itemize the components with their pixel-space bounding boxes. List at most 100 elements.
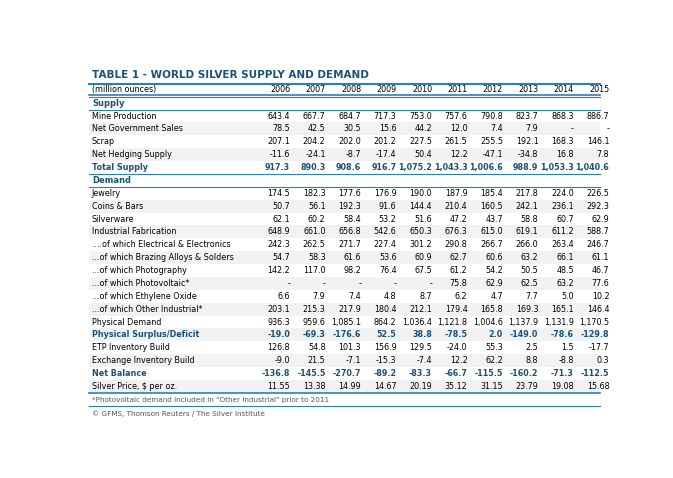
Text: 31.15: 31.15 — [481, 382, 503, 391]
Text: -: - — [429, 279, 432, 288]
Text: -11.6: -11.6 — [270, 150, 290, 159]
Text: 212.1: 212.1 — [409, 304, 432, 314]
Text: 1,053.3: 1,053.3 — [540, 163, 574, 172]
Text: ...of which Photography: ...of which Photography — [92, 266, 187, 275]
Text: ...of which Other Industrial*: ...of which Other Industrial* — [92, 304, 203, 314]
Text: Supply: Supply — [92, 98, 125, 108]
Text: -136.8: -136.8 — [262, 369, 290, 378]
Text: 50.5: 50.5 — [521, 266, 538, 275]
Text: 62.9: 62.9 — [485, 279, 503, 288]
Text: 66.1: 66.1 — [557, 253, 574, 262]
Text: 1,036.4: 1,036.4 — [402, 317, 432, 326]
Text: (million ounces): (million ounces) — [92, 85, 156, 94]
Text: 757.6: 757.6 — [445, 111, 468, 120]
Text: 62.5: 62.5 — [521, 279, 538, 288]
Text: 53.2: 53.2 — [379, 215, 396, 224]
Text: 1,004.6: 1,004.6 — [473, 317, 503, 326]
Text: 142.2: 142.2 — [267, 266, 290, 275]
Text: -17.4: -17.4 — [376, 150, 396, 159]
Text: 292.3: 292.3 — [586, 202, 609, 211]
Text: 78.5: 78.5 — [273, 124, 290, 133]
Text: 242.1: 242.1 — [516, 202, 538, 211]
Text: Industrial Fabrication: Industrial Fabrication — [92, 228, 176, 237]
Text: 8.8: 8.8 — [526, 356, 538, 365]
Text: Mine Production: Mine Production — [92, 111, 156, 120]
Text: Coins & Bars: Coins & Bars — [92, 202, 143, 211]
Text: 160.5: 160.5 — [481, 202, 503, 211]
Text: 61.6: 61.6 — [344, 253, 361, 262]
Text: 615.0: 615.0 — [481, 228, 503, 237]
Text: ....of which Electrical & Electronics: ....of which Electrical & Electronics — [92, 240, 231, 250]
Text: 30.5: 30.5 — [343, 124, 361, 133]
Text: 15.68: 15.68 — [587, 382, 609, 391]
Text: 7.7: 7.7 — [526, 292, 538, 301]
Text: 12.0: 12.0 — [450, 124, 468, 133]
Text: 54.7: 54.7 — [273, 253, 290, 262]
Text: -145.5: -145.5 — [297, 369, 326, 378]
Text: -47.1: -47.1 — [483, 150, 503, 159]
Text: 51.6: 51.6 — [415, 215, 432, 224]
Text: Net Balance: Net Balance — [92, 369, 147, 378]
Text: -7.4: -7.4 — [417, 356, 432, 365]
Text: -69.3: -69.3 — [303, 330, 326, 339]
Text: -7.1: -7.1 — [345, 356, 361, 365]
Text: 262.5: 262.5 — [303, 240, 326, 250]
Text: 2.0: 2.0 — [489, 330, 503, 339]
Text: -8.7: -8.7 — [345, 150, 361, 159]
Text: 676.3: 676.3 — [445, 228, 468, 237]
Text: 62.1: 62.1 — [273, 215, 290, 224]
Text: ...of which Photovoltaic*: ...of which Photovoltaic* — [92, 279, 189, 288]
Text: 917.3: 917.3 — [265, 163, 290, 172]
Text: 62.2: 62.2 — [485, 356, 503, 365]
Text: 177.6: 177.6 — [339, 189, 361, 198]
Text: 50.7: 50.7 — [273, 202, 290, 211]
Text: 611.2: 611.2 — [551, 228, 574, 237]
Text: 1,131.9: 1,131.9 — [544, 317, 574, 326]
Text: 1,085.1: 1,085.1 — [331, 317, 361, 326]
Text: 58.4: 58.4 — [343, 215, 361, 224]
Text: *Photovoltaic demand included in "Other Industrial" prior to 2011: *Photovoltaic demand included in "Other … — [92, 397, 329, 402]
Text: 60.6: 60.6 — [485, 253, 503, 262]
Text: 21.5: 21.5 — [308, 356, 326, 365]
Text: 10.2: 10.2 — [592, 292, 609, 301]
Text: 266.7: 266.7 — [481, 240, 503, 250]
Text: 63.2: 63.2 — [557, 279, 574, 288]
Text: 16.8: 16.8 — [557, 150, 574, 159]
Text: 246.7: 246.7 — [587, 240, 609, 250]
Text: 53.6: 53.6 — [379, 253, 396, 262]
Bar — [90, 122, 600, 135]
Text: Silverware: Silverware — [92, 215, 135, 224]
Text: 2010: 2010 — [412, 85, 432, 94]
Text: 91.6: 91.6 — [379, 202, 396, 211]
Text: 2014: 2014 — [554, 85, 574, 94]
Text: 890.3: 890.3 — [300, 163, 326, 172]
Text: 864.2: 864.2 — [374, 317, 396, 326]
Text: 101.3: 101.3 — [339, 343, 361, 352]
Text: 916.7: 916.7 — [371, 163, 396, 172]
Text: 207.1: 207.1 — [267, 137, 290, 146]
Text: 643.4: 643.4 — [268, 111, 290, 120]
Text: -66.7: -66.7 — [445, 369, 468, 378]
Text: 54.8: 54.8 — [308, 343, 326, 352]
Text: 14.99: 14.99 — [339, 382, 361, 391]
Text: 1,006.6: 1,006.6 — [469, 163, 503, 172]
Text: 1,075.2: 1,075.2 — [398, 163, 432, 172]
Text: 210.4: 210.4 — [445, 202, 468, 211]
Text: 215.3: 215.3 — [303, 304, 326, 314]
Text: 988.9: 988.9 — [513, 163, 538, 172]
Text: -115.5: -115.5 — [474, 369, 503, 378]
Text: -160.2: -160.2 — [510, 369, 538, 378]
Text: 179.4: 179.4 — [445, 304, 468, 314]
Text: 5.0: 5.0 — [561, 292, 574, 301]
Text: 7.8: 7.8 — [597, 150, 609, 159]
Text: 62.7: 62.7 — [450, 253, 468, 262]
Text: -24.0: -24.0 — [447, 343, 468, 352]
Text: Silver Price, $ per oz.: Silver Price, $ per oz. — [92, 382, 177, 391]
Text: -89.2: -89.2 — [374, 369, 396, 378]
Bar — [90, 328, 600, 341]
Text: 261.5: 261.5 — [445, 137, 468, 146]
Bar — [90, 251, 600, 264]
Text: 7.9: 7.9 — [313, 292, 326, 301]
Text: 790.8: 790.8 — [481, 111, 503, 120]
Text: 192.1: 192.1 — [516, 137, 538, 146]
